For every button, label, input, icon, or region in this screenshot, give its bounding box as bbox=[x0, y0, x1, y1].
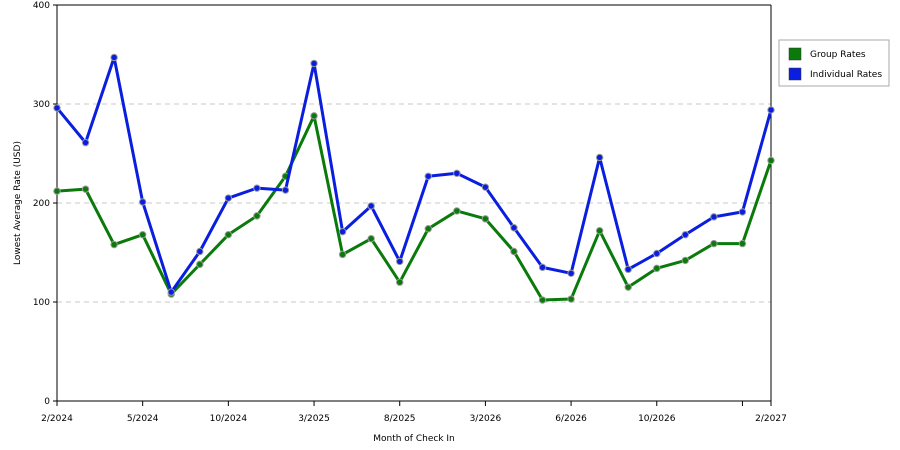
data-point-group-rates bbox=[653, 264, 661, 273]
data-point-individual-rates bbox=[538, 263, 547, 272]
data-point-individual-rates bbox=[710, 213, 718, 221]
data-point-group-rates bbox=[738, 239, 747, 248]
data-point-individual-rates bbox=[81, 138, 90, 147]
data-point-individual-rates bbox=[310, 59, 318, 68]
legend-box bbox=[778, 39, 890, 87]
legend-swatch-group-rates bbox=[788, 47, 802, 61]
data-point-group-rates bbox=[624, 283, 632, 291]
data-point-group-rates bbox=[681, 256, 690, 265]
data-point-individual-rates bbox=[653, 249, 661, 258]
x-tick-label: 3/2025 bbox=[298, 414, 330, 424]
data-point-group-rates bbox=[567, 295, 575, 303]
data-point-group-rates bbox=[453, 207, 461, 215]
data-point-individual-rates bbox=[367, 202, 375, 210]
data-point-individual-rates bbox=[196, 247, 204, 256]
data-point-individual-rates bbox=[567, 269, 575, 277]
data-point-group-rates bbox=[510, 247, 518, 256]
data-point-individual-rates bbox=[138, 198, 147, 206]
x-axis-title: Month of Check In bbox=[373, 434, 455, 444]
data-point-group-rates bbox=[367, 234, 375, 243]
data-point-individual-rates bbox=[53, 104, 61, 112]
data-point-individual-rates bbox=[453, 169, 461, 178]
data-point-group-rates bbox=[538, 296, 547, 304]
data-point-individual-rates bbox=[481, 183, 490, 191]
x-tick-label: 8/2025 bbox=[384, 414, 416, 424]
x-tick-label: 2/2027 bbox=[755, 414, 787, 424]
legend-swatch-individual-rates bbox=[788, 67, 802, 81]
data-point-individual-rates bbox=[767, 106, 775, 114]
data-point-group-rates bbox=[53, 187, 61, 195]
data-point-group-rates bbox=[110, 240, 118, 249]
data-point-individual-rates bbox=[338, 228, 347, 236]
x-tick-label: 6/2026 bbox=[555, 414, 587, 424]
data-point-individual-rates bbox=[253, 184, 261, 192]
data-point-group-rates bbox=[310, 112, 318, 120]
data-point-group-rates bbox=[253, 212, 261, 220]
series-line-group-rates bbox=[55, 114, 773, 302]
x-tick-label: 2/2024 bbox=[41, 414, 73, 424]
y-tick-label: 300 bbox=[33, 100, 50, 110]
y-tick-label: 100 bbox=[33, 298, 50, 308]
legend: Group Rates Individual Rates bbox=[778, 39, 890, 87]
data-point-individual-rates bbox=[167, 288, 175, 296]
x-tick-label: 10/2024 bbox=[210, 414, 248, 424]
x-tick-label: 10/2026 bbox=[638, 414, 676, 424]
data-point-group-rates bbox=[481, 215, 490, 223]
data-point-group-rates bbox=[224, 230, 233, 239]
series-group bbox=[53, 53, 775, 304]
y-tick-label: 200 bbox=[33, 199, 50, 209]
data-point-individual-rates bbox=[624, 265, 632, 274]
series-line-individual-rates bbox=[55, 55, 773, 294]
y-tick-label: 400 bbox=[33, 1, 50, 11]
data-point-group-rates bbox=[138, 230, 147, 239]
legend-label-individual-rates: Individual Rates bbox=[810, 70, 882, 80]
data-point-individual-rates bbox=[510, 224, 518, 232]
data-point-group-rates bbox=[767, 156, 775, 165]
axes: 0 100 200 300 400 2/2024 5/2024 10/2024 3/2025 8/… bbox=[33, 1, 787, 424]
data-point-individual-rates bbox=[281, 186, 290, 194]
data-point-individual-rates bbox=[424, 172, 432, 180]
legend-label-group-rates: Group Rates bbox=[810, 50, 866, 60]
data-point-group-rates bbox=[81, 185, 90, 193]
y-tick-label: 0 bbox=[44, 397, 50, 407]
data-point-individual-rates bbox=[738, 208, 747, 216]
x-tick-label: 3/2026 bbox=[470, 414, 502, 424]
data-point-group-rates bbox=[424, 225, 432, 233]
data-point-group-rates bbox=[196, 260, 204, 269]
data-point-group-rates bbox=[338, 250, 347, 259]
data-point-group-rates bbox=[595, 227, 604, 235]
data-point-individual-rates bbox=[396, 257, 404, 266]
y-axis-title: Lowest Average Rate (USD) bbox=[13, 141, 23, 265]
x-tick-label: 5/2024 bbox=[127, 414, 159, 424]
data-point-individual-rates bbox=[681, 230, 690, 239]
data-point-individual-rates bbox=[595, 153, 604, 162]
data-point-group-rates bbox=[396, 278, 404, 286]
data-point-individual-rates bbox=[110, 53, 118, 62]
data-point-individual-rates bbox=[224, 194, 233, 202]
data-point-group-rates bbox=[710, 239, 718, 248]
